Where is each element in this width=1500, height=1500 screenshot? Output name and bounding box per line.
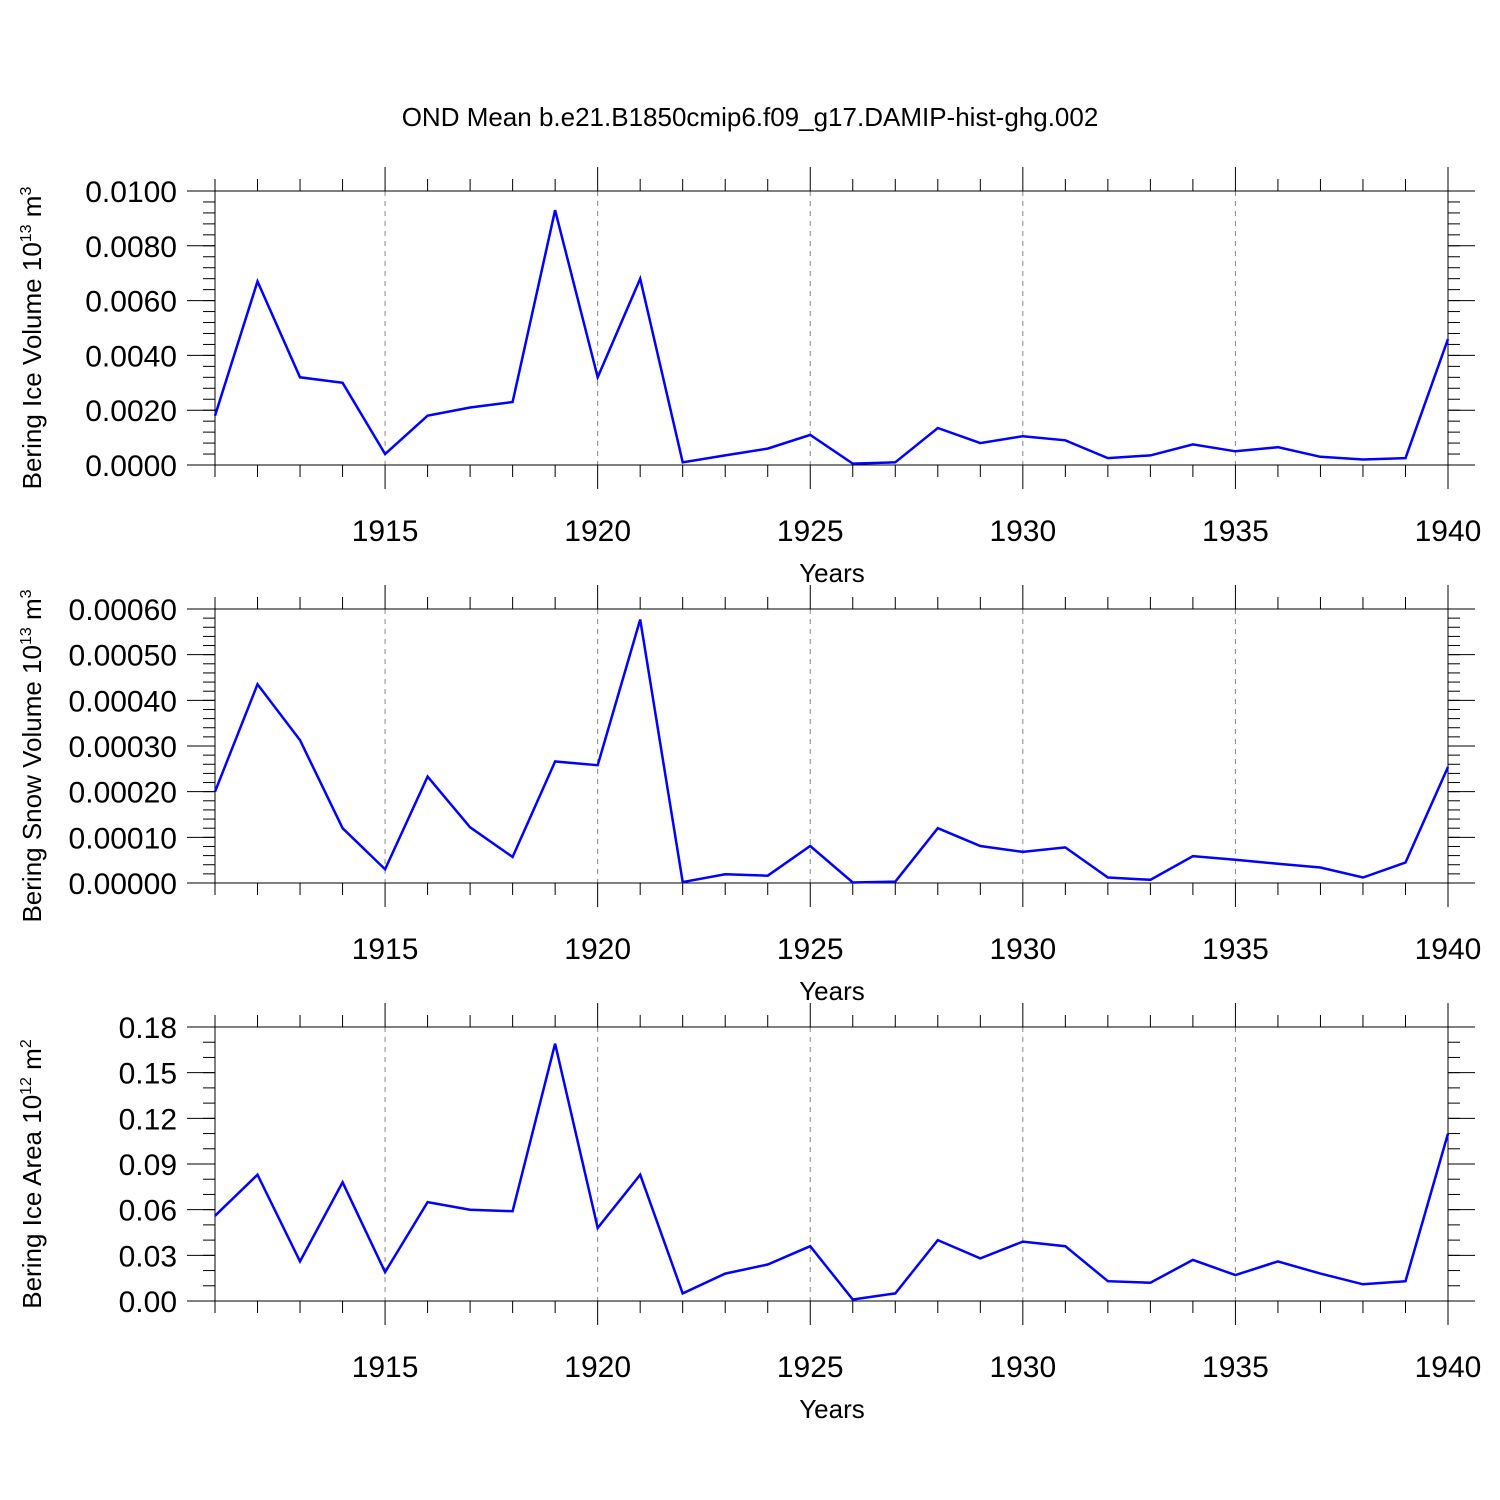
y-tick-label: 0.0000	[85, 450, 177, 483]
y-tick-label: 0.0060	[85, 286, 177, 319]
series-line	[213, 209, 1450, 465]
y-tick-label: 0.00010	[69, 822, 177, 855]
y-axis-label-part: m	[17, 1048, 47, 1077]
y-axis-label-superscript: 13	[18, 224, 35, 242]
panel-2: 1915 1920 1925 1930 1935 1940 0.00000 0.00010 0.…	[17, 585, 1481, 1006]
y-axis-label-part: m	[17, 196, 47, 225]
y-tick-label: 0.0080	[85, 231, 177, 264]
x-tick-label: 1935	[1202, 1351, 1269, 1384]
series-line	[214, 1043, 1450, 1301]
y-tick-label: 0.00	[119, 1286, 177, 1319]
x-tick-label: 1920	[564, 1351, 631, 1384]
y-axis-label-superscript: 3	[18, 187, 35, 196]
x-tick-label: 1920	[564, 933, 631, 966]
y-tick-label: 0.0020	[85, 395, 177, 428]
x-axis-label: Years	[799, 976, 865, 1006]
y-axis-label-superscript: 2	[18, 1039, 35, 1048]
y-tick-label: 0.15	[119, 1058, 177, 1091]
x-tick-label: 1940	[1415, 933, 1482, 966]
x-tick-label: 1915	[352, 1351, 419, 1384]
y-tick-label: 0.12	[119, 1103, 177, 1136]
x-tick-label: 1935	[1202, 933, 1269, 966]
y-axis-label-part: Bering Ice Volume 10	[17, 242, 47, 489]
y-tick-label: 0.06	[119, 1195, 177, 1228]
y-tick-label: 0.09	[119, 1149, 177, 1182]
y-tick-label: 0.00050	[69, 640, 177, 673]
x-tick-label: 1930	[989, 933, 1056, 966]
panel-3: 1915 1920 1925 1930 1935 1940 0.00 0.03 0.06 0.09…	[17, 1003, 1481, 1424]
x-tick-label: 1925	[777, 1351, 844, 1384]
series-line	[213, 619, 1450, 884]
x-axis-label: Years	[799, 1394, 865, 1424]
chart-panels: 1915 1920 1925 1930 1935 1940 0.0000 0.0020 0.00…	[17, 167, 1481, 1424]
y-tick-label: 0.00000	[69, 868, 177, 901]
x-tick-label: 1925	[777, 515, 844, 548]
x-tick-label: 1915	[352, 515, 419, 548]
y-axis-label-part: Bering Ice Area 10	[17, 1095, 47, 1309]
figure-title: OND Mean b.e21.B1850cmip6.f09_g17.DAMIP-…	[402, 102, 1099, 132]
y-tick-label: 0.18	[119, 1012, 177, 1045]
x-axis-label: Years	[799, 558, 865, 588]
y-tick-label: 0.03	[119, 1240, 177, 1273]
panel-1: 1915 1920 1925 1930 1935 1940 0.0000 0.0020 0.00…	[17, 167, 1481, 588]
x-tick-label: 1930	[989, 515, 1056, 548]
y-axis-label-part: Bering Snow Volume 10	[17, 645, 47, 923]
y-axis-label-superscript: 12	[18, 1077, 35, 1095]
y-tick-label: 0.00030	[69, 731, 177, 764]
y-tick-label: 0.00020	[69, 777, 177, 810]
y-axis-label-superscript: 13	[18, 627, 35, 645]
x-tick-label: 1925	[777, 933, 844, 966]
x-tick-label: 1915	[352, 933, 419, 966]
y-axis-label: Bering Ice Area 1012 m2	[17, 1039, 47, 1309]
y-tick-label: 0.0040	[85, 340, 177, 373]
x-tick-label: 1940	[1415, 515, 1482, 548]
y-axis-label-part: m	[17, 598, 47, 627]
y-tick-label: 0.0100	[85, 176, 177, 209]
x-tick-label: 1920	[564, 515, 631, 548]
y-axis-label: Bering Snow Volume 1013 m3	[17, 589, 47, 922]
y-axis-label-superscript: 3	[18, 589, 35, 598]
y-tick-label: 0.00040	[69, 685, 177, 718]
y-axis-label: Bering Ice Volume 1013 m3	[17, 187, 47, 490]
x-tick-label: 1935	[1202, 515, 1269, 548]
x-tick-label: 1940	[1415, 1351, 1482, 1384]
x-tick-label: 1930	[989, 1351, 1056, 1384]
y-tick-label: 0.00060	[69, 594, 177, 627]
